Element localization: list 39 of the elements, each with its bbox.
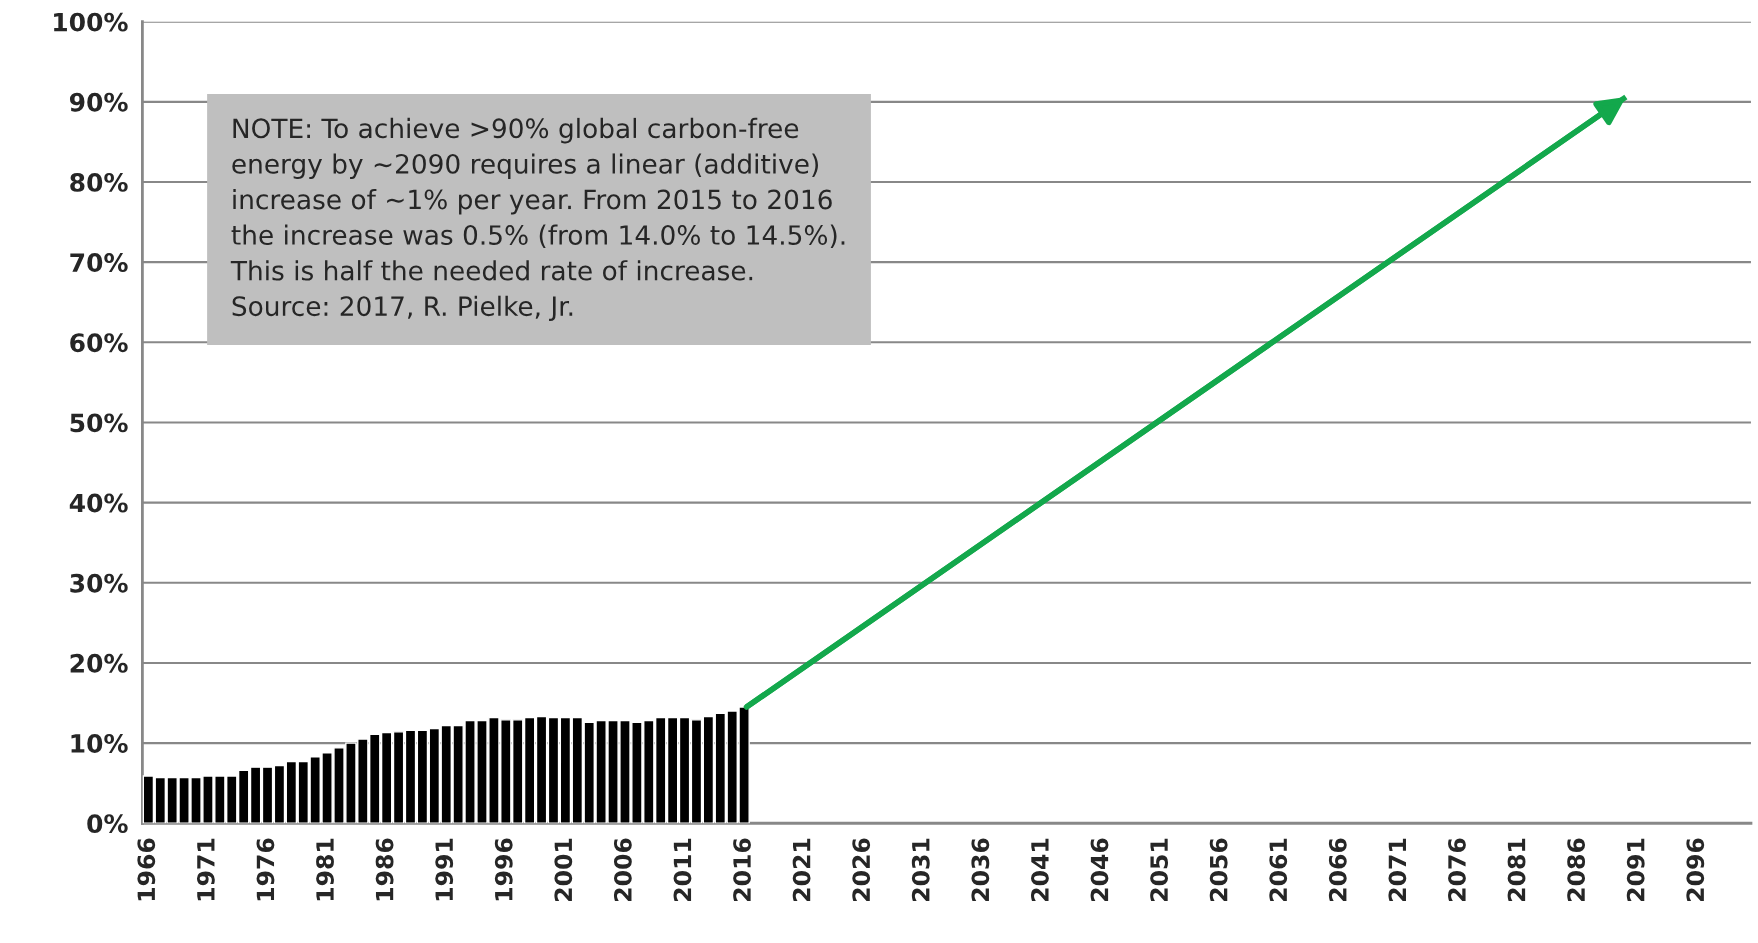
x-tick-label: 2031 [911, 838, 930, 901]
x-tick-label: 2051 [1150, 838, 1169, 901]
x-tick-label: 2026 [852, 838, 871, 901]
x-tick-label: 2081 [1507, 838, 1526, 901]
x-tick-label: 2016 [733, 838, 751, 901]
x-tick-label: 2086 [1567, 838, 1586, 901]
x-tick-label: 2071 [1388, 838, 1407, 901]
x-tick-label: 2041 [1031, 838, 1049, 901]
x-tick-label: 2076 [1448, 838, 1466, 901]
x-tick-label: 2056 [1209, 838, 1228, 901]
annotation: NOTE: To achieve >90% global carbon-free energy by ~2090 requires a linear (additive) increase of ~1% per year. From 2015 to 2016 the increase was 0.5% (from 14.0% to 14.5%). This is half the needed rate of increase. Source: 2017, R. Pielke, Jr. [230, 117, 845, 322]
x-tick-label: 2066 [1328, 838, 1347, 901]
x-tick-label: 1971 [196, 838, 215, 901]
x-tick-label: 1966 [137, 838, 156, 901]
y-tick-label: 60% [70, 333, 128, 353]
y-tick-label: 20% [70, 653, 128, 673]
x-tick-label: 2011 [673, 838, 692, 901]
y-tick-label: 90% [69, 92, 128, 112]
x-tick-label: 1996 [494, 838, 513, 901]
y-tick-label: 30% [70, 573, 128, 593]
y-tick-label: 0% [87, 814, 128, 834]
x-tick-label: 2096 [1686, 838, 1705, 901]
x-tick-label: 1991 [435, 838, 454, 901]
y-tick-label: 40% [69, 493, 128, 513]
x-tick-label: 2006 [613, 838, 632, 901]
x-tick-label: 2046 [1090, 838, 1109, 901]
y-tick-label: 10% [71, 734, 128, 753]
x-tick-label: 1976 [256, 838, 275, 901]
y-tick-label: 70% [70, 253, 128, 273]
x-tick-label: 1981 [316, 838, 334, 901]
x-tick-label: 2091 [1626, 838, 1645, 901]
x-tick-label: 1986 [375, 838, 394, 901]
x-tick-label: 2021 [792, 838, 811, 901]
x-tick-label: 2001 [554, 838, 573, 901]
x-tick-label: 2036 [971, 838, 990, 901]
y-tick-label: 80% [70, 172, 128, 192]
y-tick-label: 100% [54, 12, 128, 32]
x-tick-label: 2061 [1269, 838, 1288, 901]
y-tick-label: 50% [70, 413, 128, 433]
